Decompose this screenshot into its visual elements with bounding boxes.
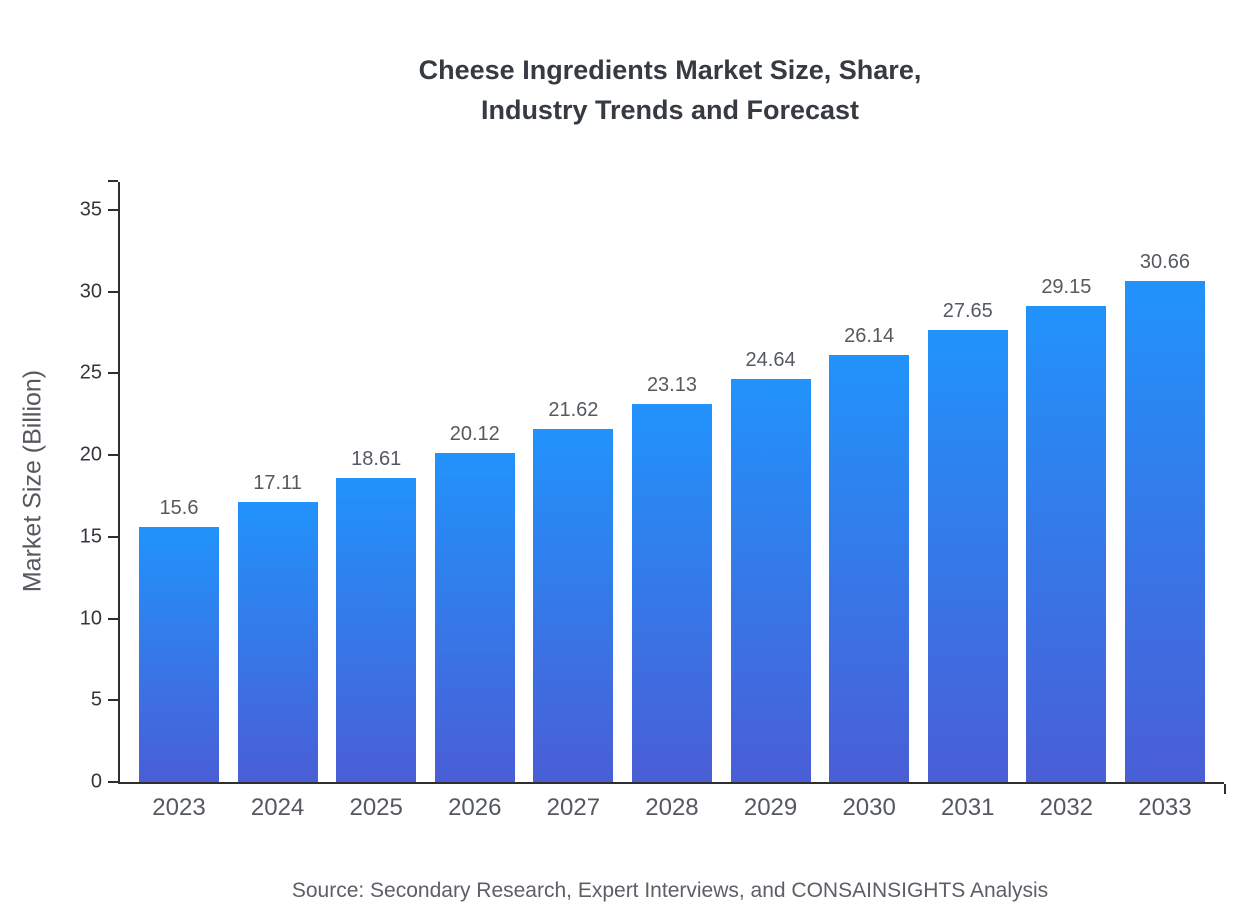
y-axis-tick-label: 25 (79, 361, 102, 384)
y-axis-tick-label: 15 (79, 525, 102, 548)
bar (631, 404, 712, 782)
x-axis-tick-label: 2025 (349, 794, 403, 821)
bar (139, 527, 219, 782)
bar-group: 18.61 2025 (336, 448, 417, 821)
bar-value-label: 29.15 (1041, 276, 1092, 298)
bar (1124, 281, 1205, 782)
x-axis-tick-label: 2028 (645, 794, 699, 821)
bar-group: 29.15 2032 (1026, 276, 1107, 821)
y-axis-tick-label: 10 (79, 607, 102, 630)
bar (730, 379, 811, 782)
y-axis-tick-label: 0 (90, 770, 102, 793)
chart-title-line-2: Industry Trends and Forecast (480, 95, 860, 125)
x-axis-tick-label: 2033 (1138, 794, 1192, 821)
y-axis-tick-label: 35 (79, 198, 102, 221)
bar-value-label: 24.64 (745, 349, 796, 371)
x-axis-tick-label: 2027 (546, 794, 601, 821)
x-axis-tick-label: 2029 (743, 794, 798, 821)
y-axis-title: Market Size (Billion) (18, 369, 47, 593)
bar-value-label: 23.13 (646, 374, 697, 396)
x-axis-tick-label: 2032 (1039, 794, 1094, 821)
bar (533, 429, 614, 782)
bar-series: 15.6 2023 17.11 2024 18.61 2025 20.12 2026 21.62… (120, 182, 1224, 821)
y-axis-tick-label: 30 (79, 280, 102, 303)
bar-value-label: 26.14 (844, 325, 895, 347)
y-axis-tick (108, 781, 118, 783)
bar-value-label: 15.6 (159, 497, 199, 519)
bar-group: 21.62 2027 (533, 399, 614, 821)
bar-value-label: 18.61 (351, 448, 402, 470)
bar-group: 17.11 2024 (237, 472, 318, 821)
y-axis-tick (108, 209, 118, 211)
chart-title-line-1: Cheese Ingredients Market Size, Share, (418, 55, 922, 85)
bar-group: 23.13 2028 (631, 374, 712, 821)
chart-title: Cheese Ingredients Market Size, Share, I… (118, 50, 1222, 130)
y-axis-tick (108, 535, 118, 538)
y-axis-tick-label: 20 (79, 443, 102, 466)
bar-group: 24.64 2029 (730, 349, 811, 821)
bar-value-label: 20.12 (449, 423, 500, 445)
bar-value-label: 17.11 (253, 472, 302, 494)
bar-group: 20.12 2026 (434, 423, 515, 821)
bar-value-label: 27.65 (942, 300, 993, 322)
source-note: Source: Secondary Research, Expert Inter… (291, 879, 1049, 902)
bar (927, 330, 1008, 782)
bar-value-label: 21.62 (548, 399, 599, 421)
bar (434, 453, 515, 782)
x-axis-tick-label: 2031 (941, 794, 995, 821)
bar (336, 478, 417, 782)
bar-group: 30.66 2033 (1124, 251, 1205, 821)
y-axis-tick (108, 290, 118, 293)
y-axis-end-tick (108, 180, 118, 182)
x-axis-end-tick (1224, 784, 1226, 794)
bar-group: 26.14 2030 (829, 325, 910, 821)
bar (1026, 306, 1107, 782)
bar (237, 502, 318, 782)
y-axis-tick (108, 372, 118, 375)
bar-group: 15.6 2023 (139, 497, 219, 821)
x-axis-tick-label: 2026 (448, 794, 502, 821)
bar-group: 27.65 2031 (927, 300, 1008, 821)
y-axis-tick-label: 5 (90, 688, 102, 711)
plot-area: 15.6 2023 17.11 2024 18.61 2025 20.12 2026 21.62… (80, 180, 1226, 821)
y-axis-tick (108, 454, 118, 457)
y-axis-tick (108, 699, 118, 702)
bar (829, 355, 910, 782)
x-axis-tick-label: 2024 (250, 794, 305, 821)
bar-value-label: 30.66 (1139, 251, 1190, 273)
y-axis-tick (108, 617, 118, 620)
x-axis-tick-label: 2030 (842, 794, 896, 821)
x-axis-tick-label: 2023 (152, 794, 206, 821)
